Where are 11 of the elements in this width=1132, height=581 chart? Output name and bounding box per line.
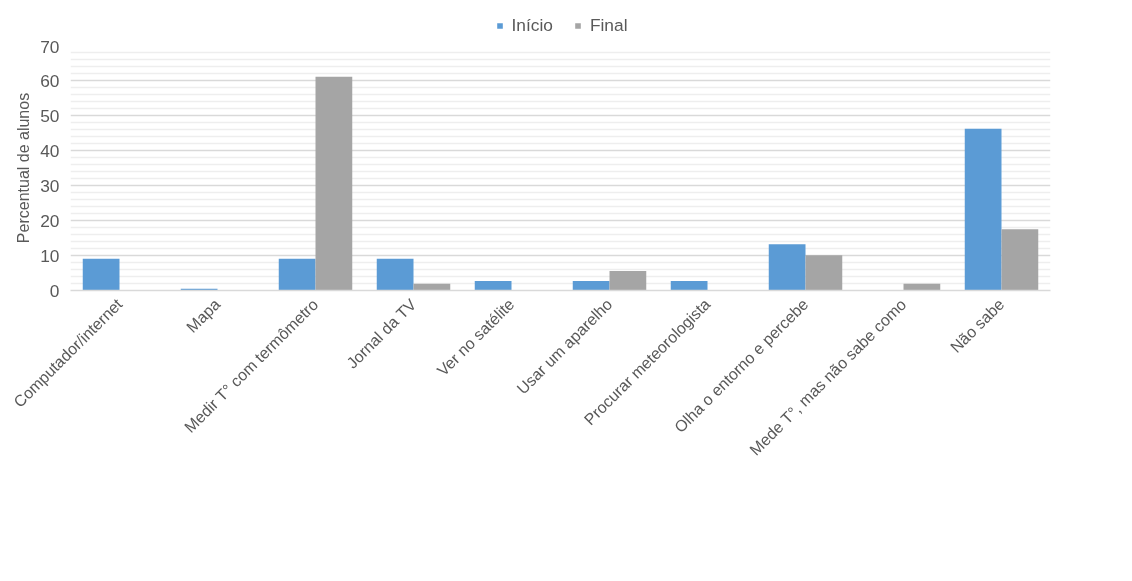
y-tick-label: 0 xyxy=(49,280,60,301)
y-tick-label: 40 xyxy=(40,140,60,161)
legend-label: Final xyxy=(589,14,628,36)
y-tick-label: 60 xyxy=(40,70,60,91)
y-tick-label: 70 xyxy=(40,36,60,57)
y-tick-label: 50 xyxy=(40,105,60,126)
y-axis-title: Percentual de alunos xyxy=(15,92,33,244)
y-tick-label: 10 xyxy=(40,245,60,266)
y-tick-label: 20 xyxy=(40,210,60,231)
y-tick-label: 30 xyxy=(40,175,60,196)
legend-label: Início xyxy=(511,14,553,36)
